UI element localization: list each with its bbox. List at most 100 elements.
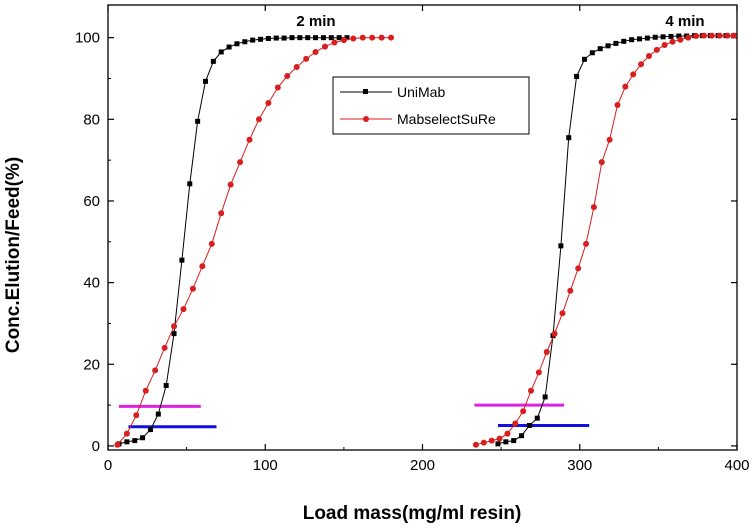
data-point-mabselectsure — [265, 99, 272, 106]
data-point-mabselectsure — [622, 83, 629, 90]
data-point-mabselectsure — [378, 34, 385, 41]
data-point-unimab — [511, 438, 517, 444]
x-tick-label: 300 — [567, 457, 592, 474]
data-point-mabselectsure — [331, 39, 338, 46]
data-point-mabselectsure — [685, 34, 692, 41]
data-point-unimab — [495, 441, 501, 447]
x-tick-label: 200 — [410, 457, 435, 474]
data-point-mabselectsure — [293, 64, 300, 71]
y-tick-label: 40 — [83, 275, 100, 292]
data-point-unimab — [281, 35, 287, 41]
data-point-unimab — [328, 35, 334, 41]
data-point-unimab — [589, 50, 595, 56]
data-point-unimab — [218, 49, 224, 55]
data-point-mabselectsure — [480, 439, 487, 446]
data-point-mabselectsure — [724, 32, 731, 39]
data-point-unimab — [336, 35, 342, 41]
data-point-unimab — [621, 38, 627, 44]
data-point-mabselectsure — [255, 116, 262, 123]
data-point-unimab — [210, 58, 216, 64]
data-point-unimab — [519, 433, 525, 439]
data-point-unimab — [605, 43, 611, 49]
data-point-unimab — [155, 411, 161, 417]
series-group — [114, 32, 737, 448]
data-point-mabselectsure — [114, 441, 121, 448]
data-point-unimab — [258, 36, 264, 42]
data-point-mabselectsure — [227, 181, 234, 188]
data-point-mabselectsure — [246, 136, 253, 143]
axes: 0 100 200 300 400 0 20 40 60 80 100 — [75, 5, 750, 474]
data-point-mabselectsure — [161, 344, 168, 351]
data-point-mabselectsure — [583, 240, 590, 247]
data-point-mabselectsure — [551, 330, 558, 337]
data-point-mabselectsure — [716, 32, 723, 39]
data-point-mabselectsure — [340, 37, 347, 44]
data-point-unimab — [558, 243, 564, 249]
data-point-unimab — [226, 44, 232, 50]
data-point-mabselectsure — [693, 33, 700, 40]
data-point-mabselectsure — [199, 263, 206, 270]
y-tick-label: 0 — [92, 438, 100, 455]
annotation-2min: 2 min — [296, 13, 335, 30]
data-point-unimab — [637, 36, 643, 42]
data-point-mabselectsure — [496, 435, 503, 442]
x-tick-label: 0 — [104, 457, 112, 474]
data-point-mabselectsure — [133, 412, 140, 419]
data-point-unimab — [202, 78, 208, 84]
data-point-mabselectsure — [359, 34, 366, 41]
data-point-mabselectsure — [606, 136, 613, 143]
data-point-mabselectsure — [303, 55, 310, 62]
data-point-mabselectsure — [208, 240, 215, 247]
data-point-mabselectsure — [630, 71, 637, 78]
data-point-unimab — [171, 331, 177, 337]
y-tick-label: 20 — [83, 356, 100, 373]
data-point-unimab — [250, 37, 256, 43]
data-point-mabselectsure — [369, 34, 376, 41]
data-point-unimab — [297, 35, 303, 41]
data-point-unimab — [526, 423, 532, 429]
data-point-unimab — [644, 35, 650, 41]
data-point-unimab — [187, 181, 193, 187]
annotation-4min: 4 min — [665, 13, 704, 30]
data-point-unimab — [574, 73, 580, 79]
data-point-mabselectsure — [614, 102, 621, 109]
data-point-mabselectsure — [274, 84, 281, 91]
data-point-mabselectsure — [528, 387, 535, 394]
data-point-unimab — [124, 439, 130, 445]
data-point-unimab — [597, 46, 603, 52]
series-line-unimab — [118, 37, 347, 445]
legend-box — [332, 76, 530, 135]
data-point-unimab — [613, 40, 619, 46]
legend-marker-unimab — [363, 89, 368, 94]
y-tick-label: 100 — [75, 30, 100, 47]
data-point-mabselectsure — [520, 408, 527, 415]
x-tick-label: 100 — [253, 457, 278, 474]
plot-area — [107, 4, 738, 451]
data-point-unimab — [132, 438, 138, 444]
x-axis-title: Load mass(mg/ml resin) — [303, 503, 522, 524]
data-point-mabselectsure — [730, 32, 737, 39]
data-point-mabselectsure — [567, 287, 574, 294]
plot-frame — [107, 4, 738, 451]
data-point-mabselectsure — [638, 61, 645, 68]
data-point-mabselectsure — [388, 34, 395, 41]
data-point-unimab — [305, 35, 311, 41]
data-point-mabselectsure — [237, 159, 244, 166]
data-point-unimab — [344, 35, 350, 41]
data-point-unimab — [660, 34, 666, 40]
y-tick-label: 60 — [83, 193, 100, 210]
data-point-unimab — [503, 439, 509, 445]
legend: UniMab MabselectSuRe — [332, 76, 530, 135]
data-point-unimab — [652, 34, 658, 40]
data-point-mabselectsure — [142, 387, 149, 394]
data-point-unimab — [147, 427, 153, 433]
data-point-unimab — [140, 435, 146, 441]
data-point-mabselectsure — [322, 43, 329, 50]
data-point-mabselectsure — [590, 204, 597, 211]
x-tick-label: 400 — [724, 457, 749, 474]
data-point-unimab — [581, 56, 587, 62]
data-point-mabselectsure — [598, 159, 605, 166]
data-point-unimab — [320, 35, 326, 41]
data-point-unimab — [313, 35, 319, 41]
y-tick-label: 80 — [83, 111, 100, 128]
